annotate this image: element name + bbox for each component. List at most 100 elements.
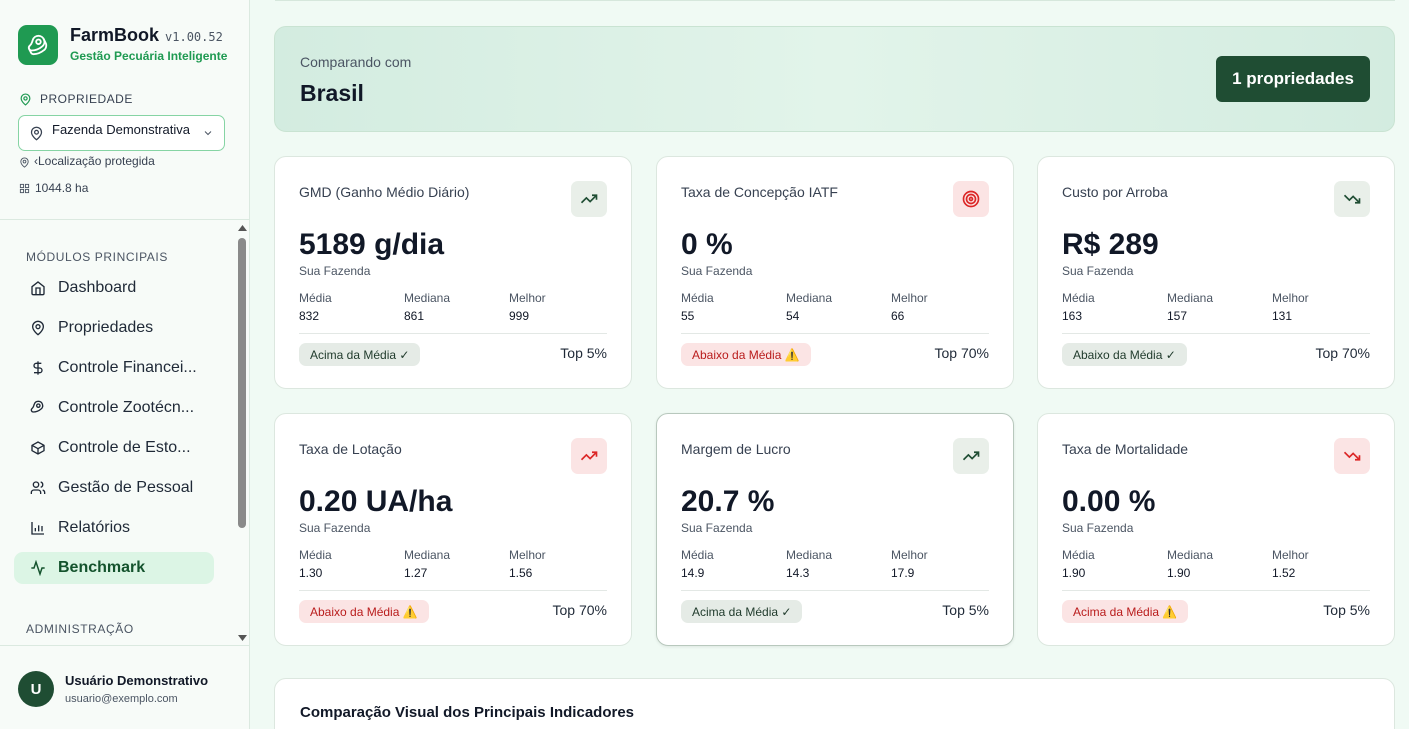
status-badge: Abaixo da Média ⚠️ (681, 343, 811, 366)
rank-label: Top 70% (1315, 345, 1370, 361)
map-pin-icon (20, 157, 29, 168)
metric-card-custo-arroba: Custo por Arroba R$ 289 Sua Fazenda Médi… (1037, 156, 1395, 389)
beef-icon (30, 400, 46, 416)
nav-label: Benchmark (58, 559, 146, 576)
stat-label: Média (1062, 548, 1095, 562)
metric-title: Margem de Lucro (681, 441, 791, 457)
sidebar-scrollbar[interactable] (236, 222, 248, 644)
rank-label: Top 70% (552, 602, 607, 618)
app-version: v1.00.52 (165, 30, 223, 44)
nav-controle-financeiro[interactable]: Controle Financei... (14, 352, 214, 384)
metric-sub: Sua Fazenda (681, 521, 753, 535)
card-divider (1062, 590, 1370, 591)
nav-controle-zootecnico[interactable]: Controle Zootécn... (14, 392, 214, 424)
property-select-value: Fazenda Demonstrativa (52, 121, 191, 137)
metric-card-margem-lucro: Margem de Lucro 20.7 % Sua Fazenda Média… (656, 413, 1014, 646)
properties-count-button[interactable]: 1 propriedades (1216, 56, 1370, 102)
section-main-title: MÓDULOS PRINCIPAIS (26, 250, 168, 264)
stat-label: Média (1062, 291, 1095, 305)
stat-media: 1.90 (1062, 566, 1086, 580)
metric-title: Taxa de Concepção IATF (681, 184, 838, 200)
stat-melhor: 17.9 (891, 566, 915, 580)
metric-sub: Sua Fazenda (1062, 521, 1134, 535)
location-text: ‹Localização protegida (34, 153, 155, 168)
visual-comparison-section: Comparação Visual dos Principais Indicad… (274, 678, 1395, 729)
metric-title: Custo por Arroba (1062, 184, 1168, 200)
stat-label: Mediana (1167, 291, 1214, 305)
stat-media: 55 (681, 309, 695, 323)
nav-propriedades[interactable]: Propriedades (14, 312, 214, 344)
stat-label: Média (299, 291, 332, 305)
package-icon (30, 440, 46, 456)
stat-media: 832 (299, 309, 320, 323)
stat-melhor: 999 (509, 309, 530, 323)
trending-up-icon (571, 438, 607, 474)
metric-value: 0 % (681, 228, 733, 261)
section-title: Comparação Visual dos Principais Indicad… (300, 704, 635, 721)
comparison-banner: Comparando com Brasil 1 propriedades (274, 26, 1395, 132)
metric-value: 5189 g/dia (299, 228, 445, 261)
map-pin-icon (30, 320, 46, 336)
stat-mediana: 1.90 (1167, 566, 1191, 580)
app-name: FarmBook (70, 25, 160, 45)
user-profile[interactable]: U Usuário Demonstrativo usuario@exemplo.… (18, 671, 208, 707)
map-pin-icon (20, 92, 31, 106)
rank-label: Top 70% (934, 345, 989, 361)
stat-label: Média (681, 548, 714, 562)
target-icon (953, 181, 989, 217)
nav-label: Gestão de Pessoal (58, 479, 194, 496)
sidebar: FarmBook v1.00.52 Gestão Pecuária Intelig… (0, 0, 250, 729)
metric-title: GMD (Ganho Médio Diário) (299, 184, 470, 200)
stat-label: Melhor (891, 548, 928, 562)
rank-label: Top 5% (560, 345, 607, 361)
stat-label: Mediana (786, 548, 833, 562)
trending-down-icon (1334, 438, 1370, 474)
nav-dashboard[interactable]: Dashboard (14, 272, 214, 304)
nav-controle-estoque[interactable]: Controle de Esto... (14, 432, 214, 464)
card-divider (681, 590, 989, 591)
stat-label: Média (299, 548, 332, 562)
stat-mediana: 1.27 (404, 566, 428, 580)
property-section-label: PROPRIEDADE (19, 92, 133, 106)
activity-icon (30, 560, 46, 576)
stat-melhor: 131 (1272, 309, 1293, 323)
property-select[interactable]: Fazenda Demonstrativa (18, 115, 225, 151)
scroll-thumb[interactable] (238, 238, 246, 528)
stat-label: Melhor (1272, 548, 1309, 562)
status-badge: Abaixo da Média ✓ (1062, 343, 1187, 366)
nav-benchmark[interactable]: Benchmark (14, 552, 214, 584)
metric-stats: Média 1.90 Mediana 1.90 Melhor 1.52 (1062, 548, 1382, 580)
trending-down-icon (1334, 181, 1370, 217)
card-divider (299, 590, 607, 591)
metric-value: 20.7 % (681, 485, 775, 518)
grid-icon (19, 183, 30, 193)
nav-label: Dashboard (58, 279, 137, 296)
stat-mediana: 157 (1167, 309, 1188, 323)
stat-media: 14.9 (681, 566, 705, 580)
nav-label: Relatórios (58, 519, 131, 536)
brand: FarmBook v1.00.52 Gestão Pecuária Intelig… (18, 25, 227, 65)
trending-up-icon (571, 181, 607, 217)
status-badge: Acima da Média ✓ (681, 600, 803, 623)
metric-value: R$ 289 (1062, 228, 1159, 261)
scroll-down-arrow-icon[interactable] (237, 634, 247, 642)
stat-mediana: 14.3 (786, 566, 810, 580)
nav-gestao-pessoal[interactable]: Gestão de Pessoal (14, 472, 214, 504)
nav-relatorios[interactable]: Relatórios (14, 512, 214, 544)
rank-label: Top 5% (1323, 602, 1370, 618)
stat-label: Mediana (1167, 548, 1214, 562)
rank-label: Top 5% (942, 602, 989, 618)
sidebar-divider (0, 645, 249, 646)
status-badge: Acima da Média ✓ (299, 343, 421, 366)
area-text: 1044.8 ha (35, 181, 89, 195)
comparison-region: Brasil (300, 80, 364, 106)
card-divider (299, 333, 607, 334)
scroll-up-arrow-icon[interactable] (237, 224, 247, 232)
metric-stats: Média 832 Mediana 861 Melhor 999 (299, 291, 619, 323)
stat-label: Melhor (891, 291, 928, 305)
area-info: 1044.8 ha (19, 181, 88, 195)
stat-melhor: 1.56 (509, 566, 533, 580)
stat-label: Melhor (509, 291, 546, 305)
card-divider (681, 333, 989, 334)
status-badge: Acima da Média ⚠️ (1062, 600, 1189, 623)
